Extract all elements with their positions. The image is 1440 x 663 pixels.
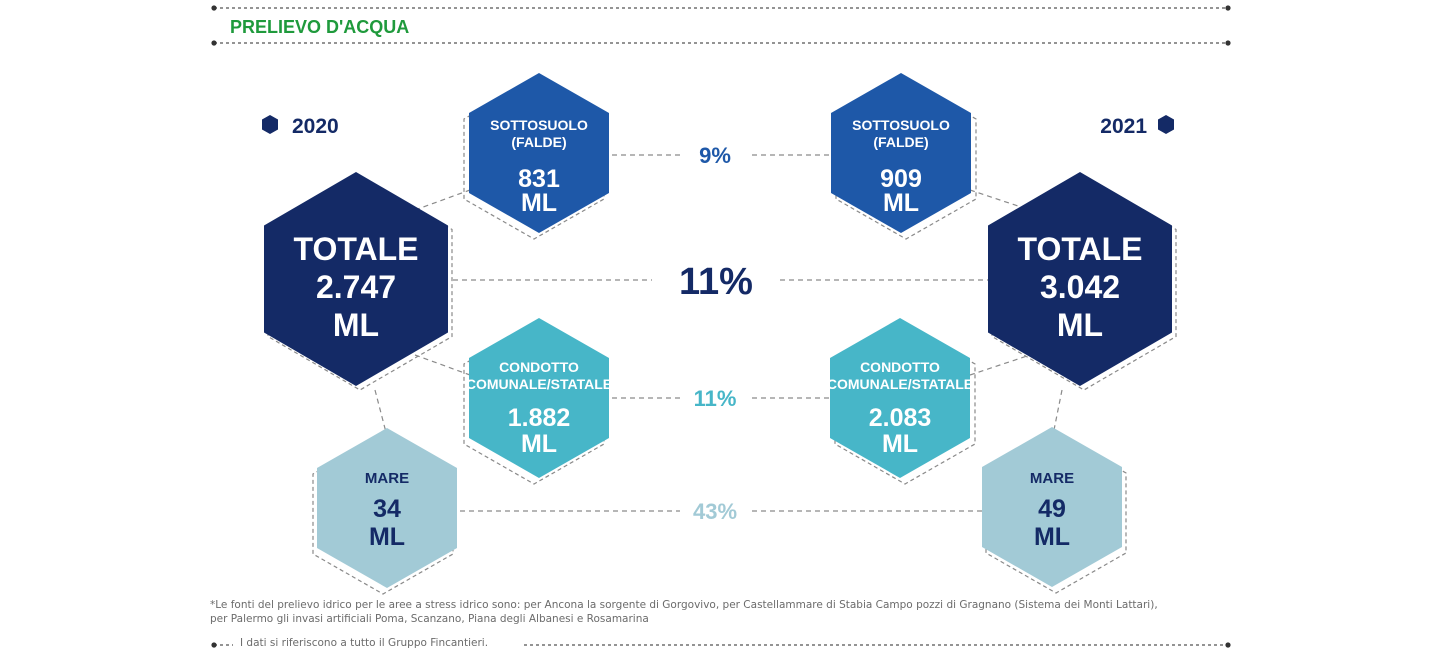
source-name: CONDOTTO: [499, 359, 579, 375]
source-unit: ML: [521, 430, 557, 458]
source-name: SOTTOSUOLO: [852, 117, 950, 133]
source-unit: ML: [882, 430, 918, 458]
source-unit: ML: [521, 189, 557, 217]
header-rules: [214, 7, 1228, 44]
source-name: COMUNALE/STATALE: [466, 376, 612, 392]
year-2021-hex-icon: [1158, 115, 1174, 134]
total-title: TOTALE: [293, 231, 418, 267]
scope-note: I dati si riferiscono a tutto il Gruppo …: [240, 637, 489, 649]
hex-body: [830, 318, 970, 478]
source-unit: ML: [369, 523, 405, 551]
hex-body: [988, 172, 1172, 386]
hex-body: [264, 172, 448, 386]
footer-rule-dots: [211, 642, 1231, 648]
source-name: (FALDE): [511, 134, 566, 150]
source-name: (FALDE): [873, 134, 928, 150]
source-unit: ML: [1034, 523, 1070, 551]
change-condotto: 11%: [694, 386, 737, 411]
connector-lines: [374, 154, 1063, 512]
change-total: 11%: [679, 261, 753, 303]
hex-body: [982, 427, 1122, 587]
footnote: *Le fonti del prelievo idrico per le are…: [210, 598, 1310, 626]
hex-body: [831, 73, 971, 233]
source-value: 2.083: [869, 404, 932, 432]
total-value: 2.747: [316, 269, 396, 305]
connector-line: [414, 354, 471, 376]
source-name: MARE: [1030, 470, 1074, 487]
source-name: CONDOTTO: [860, 359, 940, 375]
footnote-line-2: per Palermo gli invasi artificiali Poma,…: [210, 613, 649, 625]
source-value: 831: [518, 165, 560, 193]
source-value: 1.882: [508, 404, 571, 432]
change-mare: 43%: [693, 499, 737, 524]
year-left: 2020: [292, 115, 339, 138]
source-unit: ML: [883, 189, 919, 217]
total-unit: ML: [333, 307, 379, 343]
total-unit: ML: [1057, 307, 1103, 343]
hex-body: [469, 318, 609, 478]
source-value: 909: [880, 165, 922, 193]
total-title: TOTALE: [1017, 231, 1142, 267]
source-value: 49: [1038, 495, 1066, 523]
header-rule-dots: [211, 5, 1231, 46]
connector-line: [969, 189, 1031, 211]
total-value: 3.042: [1040, 269, 1120, 305]
connector-line: [969, 354, 1031, 376]
source-name: COMUNALE/STATALE: [827, 376, 973, 392]
hex-body: [317, 428, 457, 588]
hexagons: SOTTOSUOLO(FALDE)831MLSOTTOSUOLO(FALDE)9…: [264, 73, 1177, 595]
section-title: PRELIEVO D'ACQUA: [230, 17, 409, 37]
hex-body: [469, 73, 609, 233]
connector-line: [414, 189, 471, 211]
source-value: 34: [373, 495, 401, 523]
footnote-line-1: *Le fonti del prelievo idrico per le are…: [210, 599, 1158, 611]
year-2020-hex-icon: [262, 115, 278, 134]
source-name: MARE: [365, 470, 409, 487]
year-right: 2021: [1100, 115, 1147, 138]
source-name: SOTTOSUOLO: [490, 117, 588, 133]
change-sottosuolo: 9%: [699, 143, 731, 168]
